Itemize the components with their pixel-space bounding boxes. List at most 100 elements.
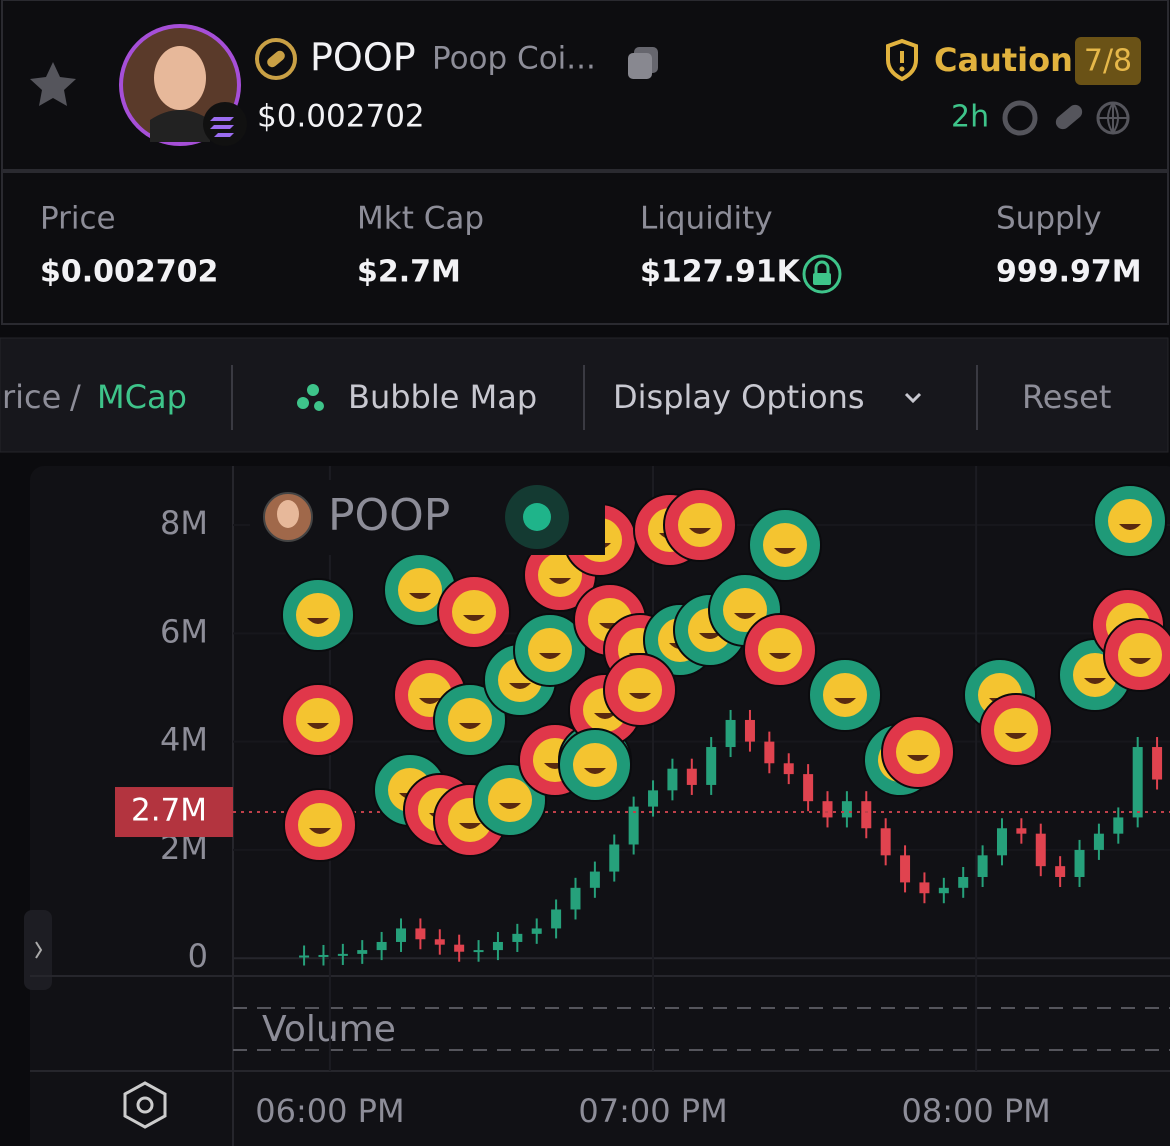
bubble-icon — [314, 401, 324, 411]
y-tick-label: 8M — [160, 504, 208, 542]
risk-label: Caution — [934, 41, 1073, 79]
candle — [725, 719, 736, 748]
holder-smile — [1119, 524, 1141, 530]
holder-face — [618, 668, 662, 712]
holder-smile — [459, 823, 481, 829]
holder-smile — [584, 768, 606, 774]
token-symbol: POOP — [310, 36, 416, 80]
legend-symbol: POOP — [328, 490, 450, 541]
stat-label: Price — [40, 201, 116, 237]
candle — [1055, 866, 1066, 877]
y-tick-label: 0 — [188, 937, 208, 975]
y-tick-label: 4M — [160, 721, 208, 759]
stat-label: Supply — [996, 201, 1102, 237]
token-age: 2h — [951, 100, 989, 135]
candle — [861, 801, 872, 829]
favorite-star[interactable] — [30, 62, 76, 106]
holder-face — [488, 778, 532, 822]
pill-icon — [267, 50, 285, 68]
candle — [1074, 849, 1085, 877]
x-tick-label: 07:00 PM — [578, 1092, 727, 1130]
candle — [318, 954, 329, 957]
reset[interactable]: Reset — [1022, 378, 1111, 416]
candle — [415, 928, 426, 940]
current-tag — [115, 787, 233, 838]
candle — [609, 844, 620, 872]
candle — [958, 876, 969, 888]
scan-icon[interactable] — [1002, 100, 1038, 136]
candle — [337, 953, 348, 956]
settings-icon[interactable] — [123, 1081, 167, 1129]
candle — [299, 955, 310, 958]
header-price: $0.002702 — [257, 99, 425, 135]
risk-score: 7/8 — [1084, 44, 1132, 79]
candle — [628, 806, 639, 845]
candle — [434, 939, 445, 945]
candle — [706, 747, 717, 785]
candle — [512, 933, 523, 942]
holder-face — [452, 590, 496, 634]
candle — [1113, 817, 1124, 834]
holder-smile — [734, 613, 756, 619]
holder-face — [823, 673, 867, 717]
pill-link[interactable] — [1053, 102, 1085, 132]
holder-smile — [699, 633, 721, 639]
candle — [919, 882, 930, 894]
overlay: POOP — [250, 480, 1170, 862]
legend-avatar-face — [277, 500, 299, 528]
holder-face — [758, 628, 802, 672]
candle — [1016, 828, 1027, 834]
holder-smile — [1084, 678, 1106, 684]
candle — [357, 950, 368, 954]
stats-panel — [1, 171, 1169, 325]
holder-face — [538, 553, 582, 597]
holder-face — [296, 593, 340, 637]
lock-body — [813, 273, 831, 285]
mcap-tab[interactable]: MCap — [97, 378, 187, 416]
holder-smile — [1129, 658, 1151, 664]
candle — [1093, 833, 1104, 850]
holder-face — [298, 803, 342, 847]
token-name: Poop Coi... — [432, 41, 596, 77]
price-tab[interactable]: rice — [2, 378, 61, 416]
candle — [686, 768, 697, 785]
candle — [803, 774, 814, 802]
holder-smile — [539, 653, 561, 659]
holder-smile — [307, 618, 329, 624]
copy-icon-front — [628, 53, 652, 79]
holder-face — [723, 588, 767, 632]
holder-smile — [594, 713, 616, 719]
settings-center — [136, 1096, 154, 1114]
lock-ring — [802, 254, 842, 294]
stats: Price $0.002702 Mkt Cap $2.7M Liquidity $127.… — [40, 201, 1142, 290]
holder-face — [1108, 499, 1152, 543]
holder-smile — [509, 683, 531, 689]
chain-badge — [203, 102, 247, 146]
risk-badge — [1075, 37, 1141, 85]
holder-face — [1118, 633, 1162, 677]
candle — [376, 941, 387, 951]
chain-icon — [210, 117, 234, 137]
candle — [531, 928, 542, 934]
stat-label: Mkt Cap — [357, 201, 484, 237]
holder-smile — [419, 698, 441, 704]
candle — [648, 790, 659, 807]
candle — [822, 801, 833, 818]
dropdown-chevron[interactable] — [904, 392, 922, 404]
shield-dot — [899, 66, 905, 72]
side-toggle[interactable] — [24, 910, 52, 990]
holder-smile — [907, 755, 929, 761]
candle — [880, 828, 891, 856]
bubble-map[interactable]: Bubble Map — [348, 378, 537, 416]
stat-value: $2.7M — [357, 255, 461, 290]
holder-smile — [307, 723, 329, 729]
x-tick-label: 06:00 PM — [255, 1092, 404, 1130]
holder-smile — [1005, 733, 1027, 739]
candle — [783, 763, 794, 775]
display-options[interactable]: Display Options — [613, 378, 865, 416]
candle — [996, 828, 1007, 856]
bubble-icon — [297, 397, 309, 409]
shield-mark — [900, 51, 904, 63]
holder-smile — [499, 803, 521, 809]
